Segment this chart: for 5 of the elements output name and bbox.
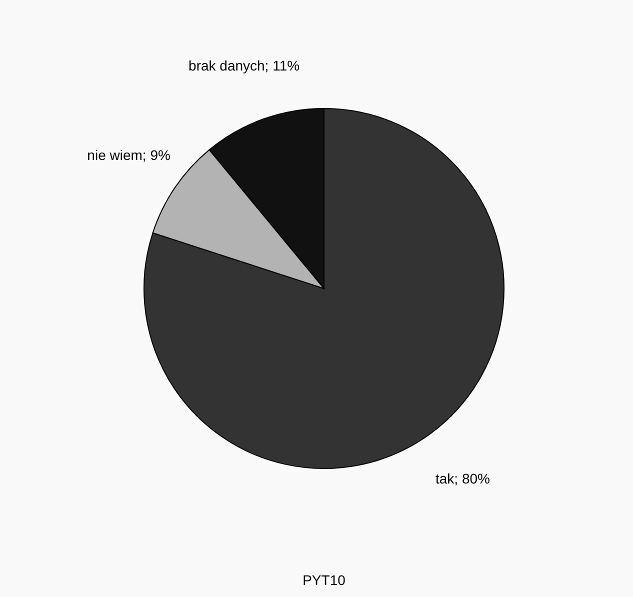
text: PYT10: [302, 572, 346, 588]
slice-label: tak; 80%: [435, 470, 490, 486]
slice-label: nie wiem; 9%: [87, 146, 170, 163]
slice-label: brak danych; 11%: [188, 57, 300, 74]
pie-slice: [144, 108, 504, 469]
